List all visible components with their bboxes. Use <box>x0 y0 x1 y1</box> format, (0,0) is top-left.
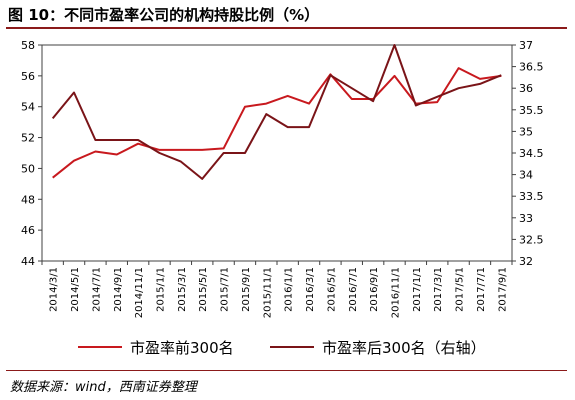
left-tick-label: 48 <box>21 193 35 206</box>
left-tick-label: 58 <box>21 39 35 52</box>
right-axis: 32 32.5 33 33.5 34 34.5 35 35.5 36 36.5 37 <box>512 39 544 268</box>
x-tick-label: 2016/9/1 <box>369 267 380 312</box>
source-note: 数据来源：wind，西南证券整理 <box>10 380 197 395</box>
legend-swatch-front <box>78 346 122 348</box>
left-tick-label: 46 <box>21 224 35 237</box>
x-tick-label: 2014/5/1 <box>70 267 81 312</box>
x-tick-label: 2014/11/1 <box>134 267 145 318</box>
x-tick-label: 2017/9/1 <box>497 267 508 312</box>
legend: 市盈率前300名 市盈率后300名（右轴） <box>58 332 518 362</box>
right-tick-label: 32.5 <box>519 233 544 246</box>
legend-item-front: 市盈率前300名 <box>78 332 234 362</box>
series-line-front-300 <box>52 67 502 179</box>
legend-label-front: 市盈率前300名 <box>130 338 234 357</box>
legend-label-back: 市盈率后300名（右轴） <box>322 338 486 357</box>
right-tick-label: 35.5 <box>519 104 544 117</box>
right-tick-label: 33.5 <box>519 190 544 203</box>
source-rule <box>6 370 567 371</box>
title-rule <box>6 27 567 29</box>
x-tick-label: 2017/3/1 <box>433 267 444 312</box>
x-tick-label: 2016/7/1 <box>348 267 359 312</box>
left-tick-label: 56 <box>21 70 35 83</box>
x-tick-label: 2016/3/1 <box>305 267 316 312</box>
right-tick-label: 36.5 <box>519 61 544 74</box>
x-tick-label: 2016/1/1 <box>284 267 295 312</box>
x-tick-label: 2016/5/1 <box>326 267 337 312</box>
right-tick-label: 34.5 <box>519 147 544 160</box>
x-axis: 2014/3/1 2014/5/1 2014/7/1 2014/9/1 2014/11/… <box>41 261 513 318</box>
x-tick-label: 2015/5/1 <box>198 267 209 312</box>
left-tick-label: 54 <box>21 101 35 114</box>
left-tick-label: 44 <box>21 255 35 268</box>
series-line-back-300 <box>51 44 502 180</box>
x-tick-label: 2016/11/1 <box>391 267 402 318</box>
x-tick-label: 2015/1/1 <box>156 267 167 312</box>
right-tick-label: 35 <box>519 125 533 138</box>
chart-title: 图 10：不同市盈率公司的机构持股比例（%） <box>8 6 320 24</box>
x-tick-label: 2015/9/1 <box>241 267 252 312</box>
x-tick-label: 2017/1/1 <box>412 267 423 312</box>
x-tick-label: 2015/7/1 <box>220 267 231 312</box>
x-tick-label: 2014/9/1 <box>113 267 124 312</box>
right-tick-label: 34 <box>519 169 533 182</box>
series-lines <box>51 44 502 180</box>
x-tick-label: 2017/7/1 <box>476 267 487 312</box>
right-tick-label: 32 <box>519 255 533 268</box>
left-tick-label: 52 <box>21 132 35 145</box>
right-tick-label: 36 <box>519 82 533 95</box>
left-tick-label: 50 <box>21 162 35 175</box>
legend-swatch-back <box>270 346 314 348</box>
legend-item-back: 市盈率后300名（右轴） <box>270 332 486 362</box>
x-tick-label: 2015/11/1 <box>262 267 273 318</box>
x-tick-label: 2015/3/1 <box>177 267 188 312</box>
left-axis: 44 46 48 50 52 54 56 58 <box>21 39 42 268</box>
right-tick-label: 37 <box>519 39 533 52</box>
right-tick-label: 33 <box>519 212 533 225</box>
x-tick-label: 2014/3/1 <box>49 267 60 312</box>
x-tick-label: 2017/5/1 <box>455 267 466 312</box>
x-tick-label: 2014/7/1 <box>91 267 102 312</box>
